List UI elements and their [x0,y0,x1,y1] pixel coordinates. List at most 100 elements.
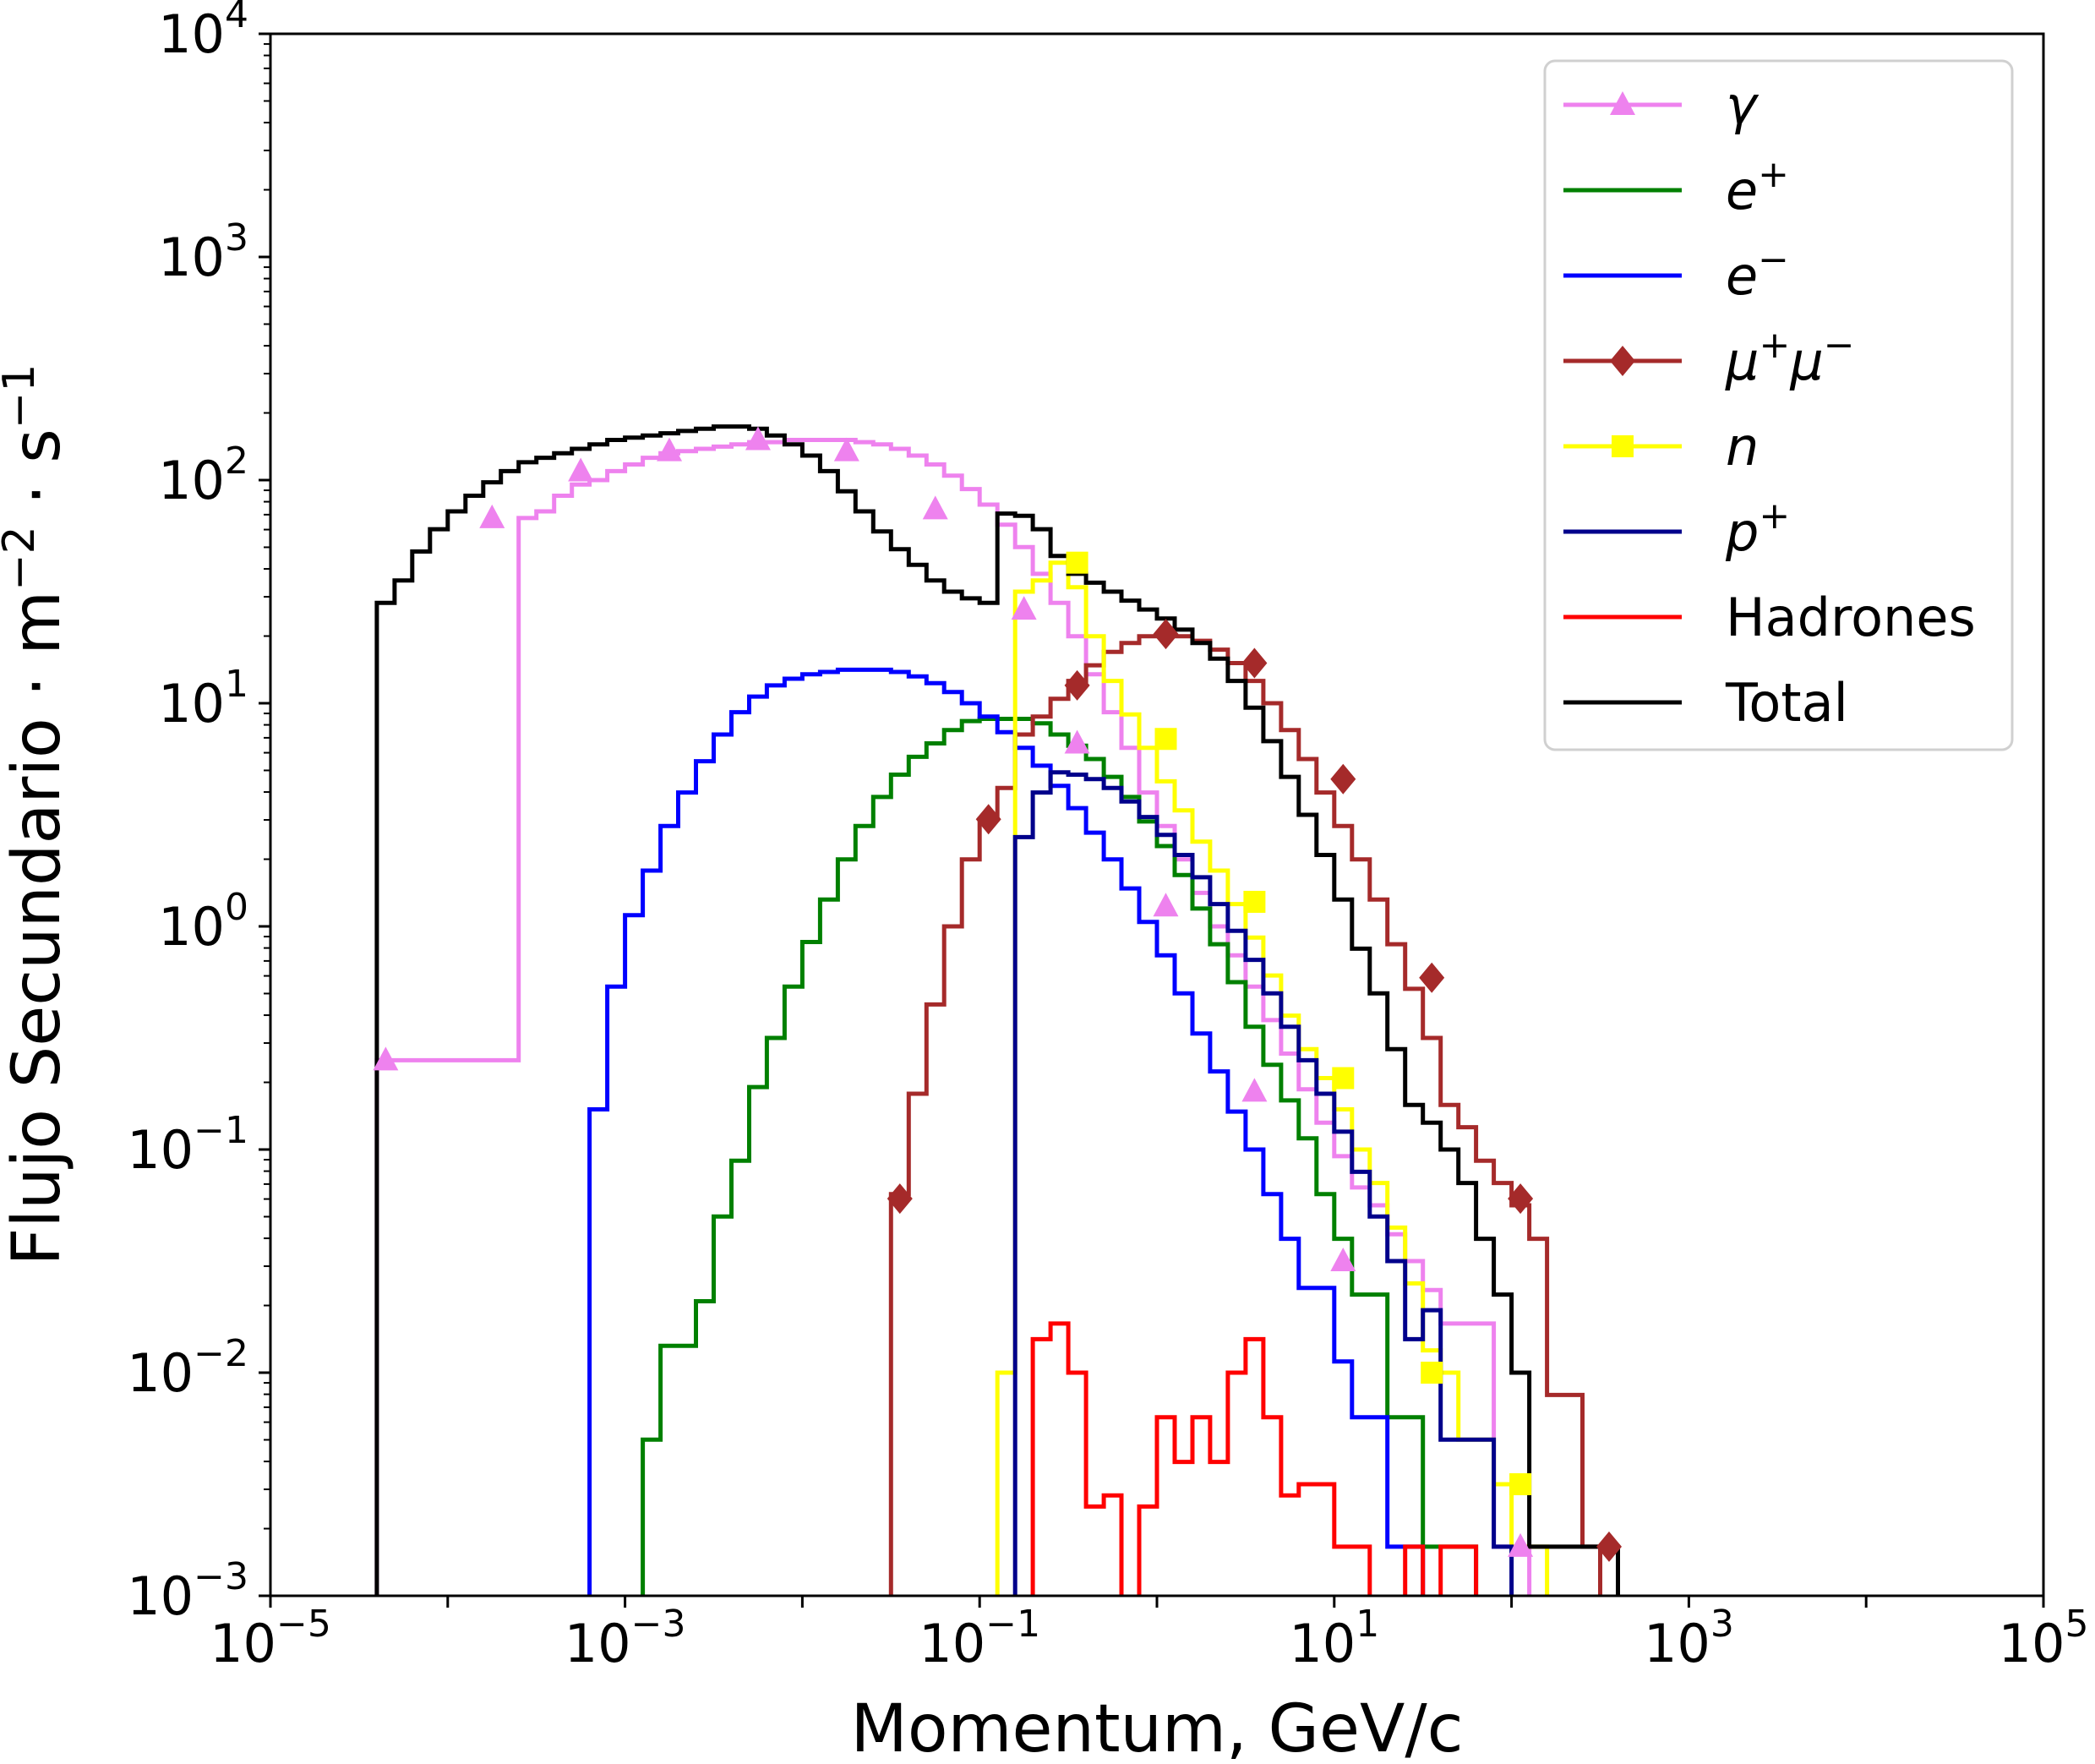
x-tick-label: 10−3 [565,1603,686,1674]
y-tick-label: 102 [158,440,248,511]
legend-label-sup2: − [1824,324,1855,367]
data-marker-diamond [1241,647,1268,679]
y-axis-title: Flujo Secundario · m−2 · s−1 [0,364,75,1266]
y-axis-title-base: Flujo Secundario · m [0,591,75,1266]
x-tick-base: 10 [1644,1613,1710,1674]
legend-item: e− [1563,238,1789,307]
legend-label-main2: μ [1789,330,1823,392]
data-marker-triangle [568,457,594,482]
legend-box [1543,59,2014,751]
legend-item: γ [1563,74,1759,136]
series-layer [374,424,1620,1596]
x-tick-exp: 3 [1710,1603,1734,1646]
legend-item: μ+μ− [1563,324,1855,392]
y-tick-label: 10−3 [127,1555,248,1627]
y-tick-exp: 3 [225,216,248,259]
x-tick-exp: −3 [631,1603,686,1646]
series-line-7 [374,424,1620,1596]
y-tick-label: 100 [158,886,248,958]
legend-label: e− [1726,238,1789,307]
data-marker-triangle [657,437,683,461]
legend-label-sup: − [1758,238,1789,281]
data-marker-diamond [1064,669,1090,701]
y-tick-exp: 2 [225,440,248,483]
data-marker-diamond [1419,962,1445,993]
y-tick-exp: 0 [225,886,248,929]
x-tick-label: 101 [1289,1603,1379,1674]
data-marker-triangle [1241,1078,1268,1102]
legend-label-main: Total [1725,672,1848,734]
legend-label: Hadrones [1726,587,1976,648]
legend-label: n [1726,416,1759,478]
series-line-0 [374,438,1532,1596]
data-marker-triangle [745,426,771,451]
series-line-2 [587,667,1426,1596]
data-marker-triangle [922,495,948,520]
y-tick-exp: −2 [194,1332,248,1375]
series-line-6 [1030,1321,1479,1596]
legend-item: p+ [1563,494,1790,563]
y-axis-title-exp2: −1 [0,364,45,429]
legend-label-main: e [1726,245,1758,307]
series-line-5 [1012,770,1514,1596]
marker-layer [373,426,1622,1562]
data-marker-square [1243,890,1266,913]
legend-label-main: μ [1725,330,1759,392]
data-marker-triangle [833,437,859,461]
data-marker-diamond [1508,1183,1534,1215]
x-tick-exp: −5 [276,1603,331,1646]
x-tick-base: 10 [565,1613,631,1674]
x-tick-exp: −1 [985,1603,1040,1646]
legend-label-sup: + [1758,153,1789,196]
x-tick-label: 10−1 [919,1603,1040,1674]
legend-marker-triangle [1610,91,1635,115]
data-marker-diamond [1153,619,1179,650]
x-tick-exp: 5 [2065,1603,2088,1646]
x-tick-base: 10 [919,1613,985,1674]
legend-label: Total [1725,672,1848,734]
y-tick-label: 101 [158,663,248,735]
data-marker-triangle [373,1046,399,1071]
legend-label-main: p [1725,501,1759,563]
legend-item: Total [1563,672,1848,734]
data-marker-triangle [1011,596,1037,620]
y-tick-base: 10 [127,1119,194,1181]
y-tick-exp: −3 [194,1555,248,1598]
legend-label-sup: + [1759,324,1790,367]
data-marker-triangle [1330,1248,1356,1271]
x-tick-base: 10 [1289,1613,1356,1674]
y-tick-exp: 4 [225,0,248,36]
legend-label-main: e [1726,160,1758,221]
x-tick-base: 10 [1999,1613,2065,1674]
x-tick-label: 105 [1999,1603,2089,1674]
y-tick-label: 10−1 [127,1109,248,1181]
x-tick-label: 10−5 [210,1603,331,1674]
legend-label: γ [1726,74,1759,136]
x-axis: 10−5 10−3 10−1 101 103 105 [210,1596,2088,1674]
y-tick-base: 10 [127,1342,194,1404]
legend-item: e+ [1563,153,1789,221]
y-tick-base: 10 [158,673,225,735]
data-marker-diamond [975,804,1001,835]
x-axis-title: Momentum, GeV/c [851,1691,1464,1764]
data-marker-diamond [887,1183,913,1215]
data-marker-square [1332,1067,1355,1090]
data-marker-square [1421,1362,1443,1384]
data-marker-triangle [1064,729,1090,754]
y-tick-label: 103 [158,216,248,288]
data-marker-diamond [1330,763,1356,795]
data-marker-triangle [1508,1532,1534,1557]
y-tick-label: 10−2 [127,1332,248,1404]
data-marker-square [1066,551,1088,574]
legend-item: Hadrones [1563,587,1976,648]
y-axis-title-exp1: −2 [0,526,45,591]
series-line-1 [641,717,1479,1596]
y-tick-exp: 1 [225,663,248,706]
x-tick-base: 10 [210,1613,276,1674]
legend-label-sup: + [1759,494,1790,538]
y-tick-base: 10 [158,450,225,511]
y-tick-base: 10 [158,3,225,65]
y-tick-base: 10 [127,1565,194,1627]
